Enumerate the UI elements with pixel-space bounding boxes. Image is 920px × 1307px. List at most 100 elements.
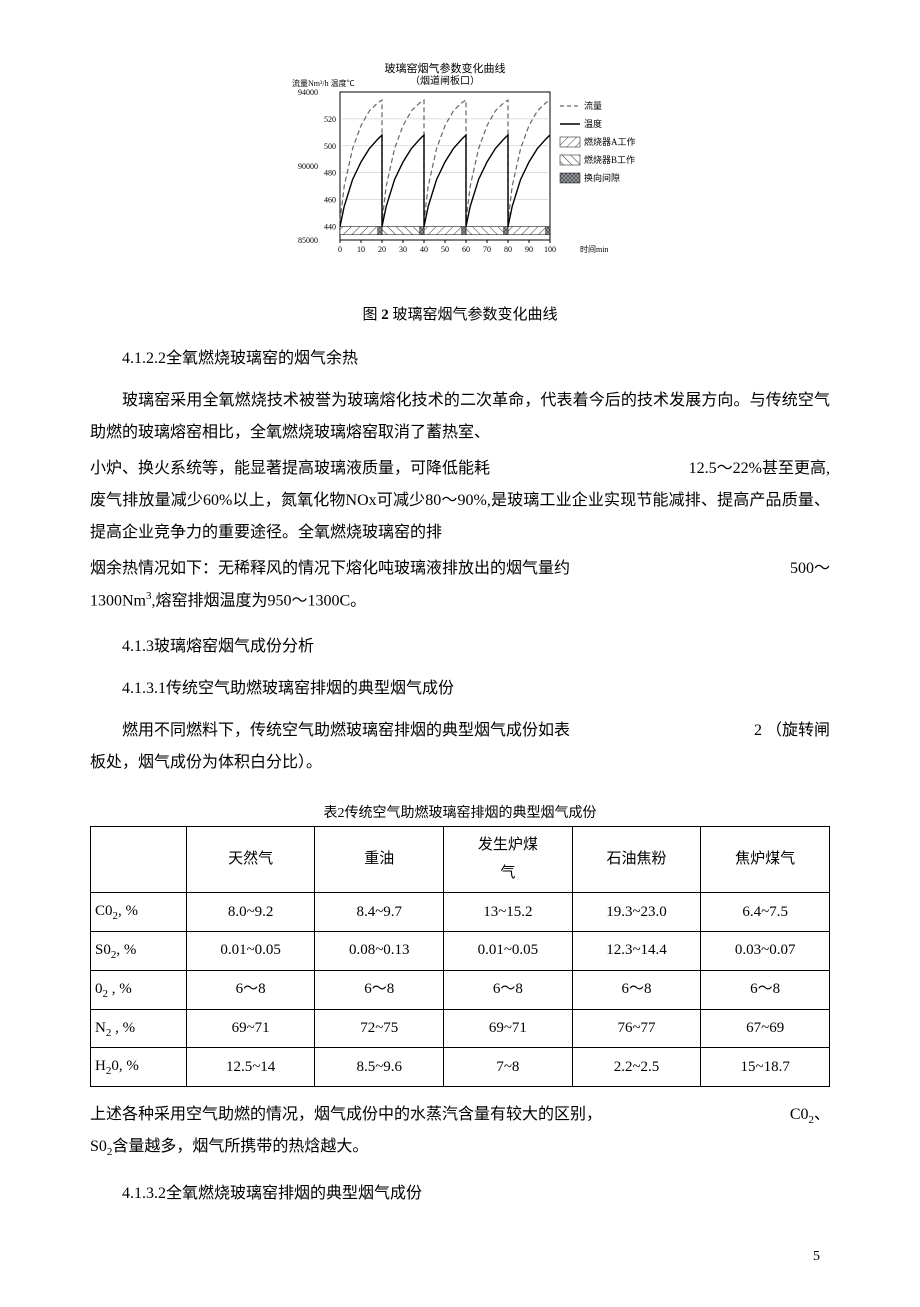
p3-right-a: C0 [790, 1106, 809, 1123]
svg-text:0: 0 [338, 245, 342, 254]
p2-line-a: 燃用不同燃料下，传统空气助燃玻璃窑排烟的典型烟气成份如表 2 （旋转闸 [90, 715, 830, 747]
table-cell: 2.2~2.5 [572, 1048, 701, 1087]
table-cell: 15~18.7 [701, 1048, 830, 1087]
heading-4-1-3-2: 4.1.3.2全氧燃烧玻璃窑排烟的典型烟气成份 [90, 1182, 830, 1206]
row-header: S02, % [91, 931, 187, 970]
svg-text:时间min: 时间min [580, 244, 608, 254]
th-3a: 发生炉煤 [478, 837, 538, 853]
p3-line-a: 上述各种采用空气助燃的情况，烟气成份中的水蒸汽含量有较大的区别， C02、 [90, 1099, 830, 1131]
p1d-right: 500～ [790, 553, 830, 585]
svg-text:30: 30 [399, 245, 407, 254]
svg-text:燃烧器A工作: 燃烧器A工作 [584, 136, 636, 147]
svg-text:90: 90 [525, 245, 533, 254]
heading-4-1-3: 4.1.3玻璃熔窑烟气成份分析 [90, 635, 830, 659]
table-cell: 72~75 [315, 1009, 444, 1048]
table-cell: 76~77 [572, 1009, 701, 1048]
svg-text:85000: 85000 [298, 236, 318, 245]
p1-line-e: 1300Nm3,熔窑排烟温度为950～1300C。 [90, 585, 830, 617]
table-cell: 0.03~0.07 [701, 931, 830, 970]
paragraph-3: 上述各种采用空气助燃的情况，烟气成份中的水蒸汽含量有较大的区别， C02、 S0… [90, 1099, 830, 1163]
caption-num: 2 [381, 307, 389, 323]
svg-text:500: 500 [324, 142, 336, 151]
table-cell: 13~15.2 [444, 892, 573, 931]
table2-caption: 表2传统空气助燃玻璃窑排烟的典型烟气成份 [90, 803, 830, 824]
table-cell: 6～8 [186, 970, 315, 1009]
table-cell: 0.08~0.13 [315, 931, 444, 970]
p2-right: 2 （旋转闸 [722, 715, 830, 747]
table-cell: 8.0~9.2 [186, 892, 315, 931]
th-5: 焦炉煤气 [701, 826, 830, 892]
table-cell: 6～8 [572, 970, 701, 1009]
table-cell: 0.01~0.05 [444, 931, 573, 970]
svg-text:换向间隙: 换向间隙 [584, 172, 620, 183]
figure-caption: 图 2 玻璃窑烟气参数变化曲线 [90, 304, 830, 327]
paragraph-2: 燃用不同燃料下，传统空气助燃玻璃窑排烟的典型烟气成份如表 2 （旋转闸 板处，烟… [90, 715, 830, 779]
caption-prefix: 图 [362, 307, 377, 323]
table-cell: 12.3~14.4 [572, 931, 701, 970]
svg-text:20: 20 [378, 245, 386, 254]
chart-svg: 玻璃窑烟气参数变化曲线（烟道闸板口）4404604805005208500090… [280, 60, 640, 290]
svg-text:（烟道闸板口）: （烟道闸板口） [410, 74, 480, 87]
page-number: 5 [90, 1246, 830, 1267]
svg-text:80: 80 [504, 245, 512, 254]
p3-right: C02、 [790, 1099, 830, 1131]
p1d-left: 烟余热情况如下：无稀释风的情况下熔化吨玻璃液排放出的烟气量约 [90, 553, 570, 585]
table-cell: 8.4~9.7 [315, 892, 444, 931]
table-cell: 6.4~7.5 [701, 892, 830, 931]
p3-line-b: S02含量越多，烟气所携带的热焓越大。 [90, 1131, 830, 1163]
th-3b: 气 [500, 865, 515, 881]
p1e-b: ,熔窑排烟温度为950～1300C。 [152, 592, 367, 609]
svg-text:440: 440 [324, 223, 336, 232]
svg-text:70: 70 [483, 245, 491, 254]
p3-right-b: 、 [814, 1106, 830, 1123]
th-3: 发生炉煤 气 [444, 826, 573, 892]
heading-4-1-2-2: 4.1.2.2全氧燃烧玻璃窑的烟气余热 [90, 347, 830, 371]
svg-text:流量Nm³/h 温度℃: 流量Nm³/h 温度℃ [292, 78, 355, 88]
table-cell: 69~71 [444, 1009, 573, 1048]
table-cell: 19.3~23.0 [572, 892, 701, 931]
svg-text:温度: 温度 [584, 118, 602, 129]
svg-text:520: 520 [324, 115, 336, 124]
svg-text:480: 480 [324, 169, 336, 178]
th-1: 天然气 [186, 826, 315, 892]
svg-text:460: 460 [324, 196, 336, 205]
table2: 天然气 重油 发生炉煤 气 石油焦粉 焦炉煤气 C02, %8.0~9.28.4… [90, 826, 830, 1087]
table-cell: 69~71 [186, 1009, 315, 1048]
p1-line-d: 烟余热情况如下：无稀释风的情况下熔化吨玻璃液排放出的烟气量约 500～ [90, 553, 830, 585]
table-cell: 7~8 [444, 1048, 573, 1087]
table-row: S02, %0.01~0.050.08~0.130.01~0.0512.3~14… [91, 931, 830, 970]
table2-body: C02, %8.0~9.28.4~9.713~15.219.3~23.06.4~… [91, 892, 830, 1086]
table2-head: 天然气 重油 发生炉煤 气 石油焦粉 焦炉煤气 [91, 826, 830, 892]
heading-4-1-3-1: 4.1.3.1传统空气助燃玻璃窑排烟的典型烟气成份 [90, 677, 830, 701]
th-4: 石油焦粉 [572, 826, 701, 892]
p1b-left: 小炉、换火系统等，能显著提高玻璃液质量，可降低能耗 [90, 453, 490, 485]
table-cell: 0.01~0.05 [186, 931, 315, 970]
row-header: N2 , % [91, 1009, 187, 1048]
row-header: H20, % [91, 1048, 187, 1087]
th-blank [91, 826, 187, 892]
row-header: 02 , % [91, 970, 187, 1009]
svg-text:50: 50 [441, 245, 449, 254]
chart-figure: 玻璃窑烟气参数变化曲线（烟道闸板口）4404604805005208500090… [280, 60, 640, 298]
p1e-a: 1300Nm [90, 592, 146, 609]
table-cell: 6～8 [444, 970, 573, 1009]
th-2: 重油 [315, 826, 444, 892]
p1-line-b: 小炉、换火系统等，能显著提高玻璃液质量，可降低能耗 12.5～22%甚至更高, [90, 453, 830, 485]
p1-line-c: 废气排放量减少60%以上，氮氧化物NOx可减少80～90%,是玻璃工业企业实现节… [90, 485, 830, 549]
p2-left: 燃用不同燃料下，传统空气助燃玻璃窑排烟的典型烟气成份如表 [90, 715, 570, 747]
svg-text:94000: 94000 [298, 88, 318, 97]
svg-text:60: 60 [462, 245, 470, 254]
table-row: N2 , %69~7172~7569~7176~7767~69 [91, 1009, 830, 1048]
caption-text: 玻璃窑烟气参数变化曲线 [393, 307, 558, 323]
table-cell: 12.5~14 [186, 1048, 315, 1087]
svg-text:40: 40 [420, 245, 428, 254]
svg-text:流量: 流量 [584, 100, 602, 111]
svg-text:90000: 90000 [298, 162, 318, 171]
p1b-right: 12.5～22%甚至更高, [689, 453, 830, 485]
table-row: C02, %8.0~9.28.4~9.713~15.219.3~23.06.4~… [91, 892, 830, 931]
svg-text:10: 10 [357, 245, 365, 254]
svg-text:玻璃窑烟气参数变化曲线: 玻璃窑烟气参数变化曲线 [385, 61, 506, 75]
p2-line-b: 板处，烟气成份为体积白分比）。 [90, 747, 830, 779]
table-cell: 6～8 [315, 970, 444, 1009]
paragraph-1: 玻璃窑采用全氧燃烧技术被誉为玻璃熔化技术的二次革命，代表着今后的技术发展方向。与… [90, 385, 830, 617]
